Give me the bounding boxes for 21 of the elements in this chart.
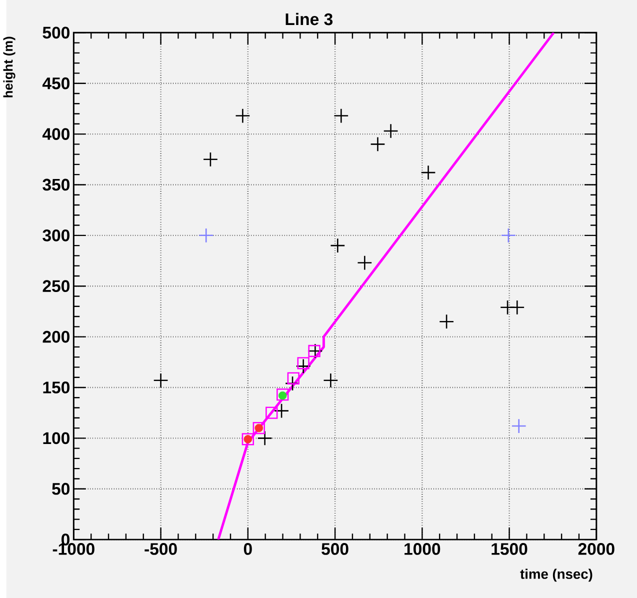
- x-tick-label: 1500: [492, 543, 528, 555]
- x-tick-label: -500: [144, 543, 177, 555]
- y-axis-title: height (m): [3, 36, 16, 98]
- y-tick-label: 400: [42, 128, 70, 140]
- y-tick-label: 450: [42, 77, 70, 90]
- x-tick-label: 2000: [578, 543, 614, 555]
- y-tick-label: 50: [52, 482, 70, 495]
- y-tick-label: 100: [43, 432, 70, 444]
- y-tick-label: 250: [42, 280, 70, 292]
- y-tick-label: 200: [42, 330, 70, 343]
- y-tick-label: 150: [43, 382, 70, 394]
- x-axis-title: time (nsec): [520, 568, 592, 582]
- x-tick-label: -1000: [52, 543, 94, 555]
- y-tick-label: 350: [42, 178, 70, 191]
- y-tick-label: 300: [42, 229, 70, 242]
- chart-title: Line 3: [286, 12, 333, 26]
- x-tick-label: 1000: [404, 543, 440, 555]
- x-tick-label: 500: [322, 543, 348, 555]
- y-tick-label: 500: [42, 26, 70, 39]
- x-tick-label: 0: [244, 543, 252, 555]
- y-tick-label: 0: [62, 534, 70, 546]
